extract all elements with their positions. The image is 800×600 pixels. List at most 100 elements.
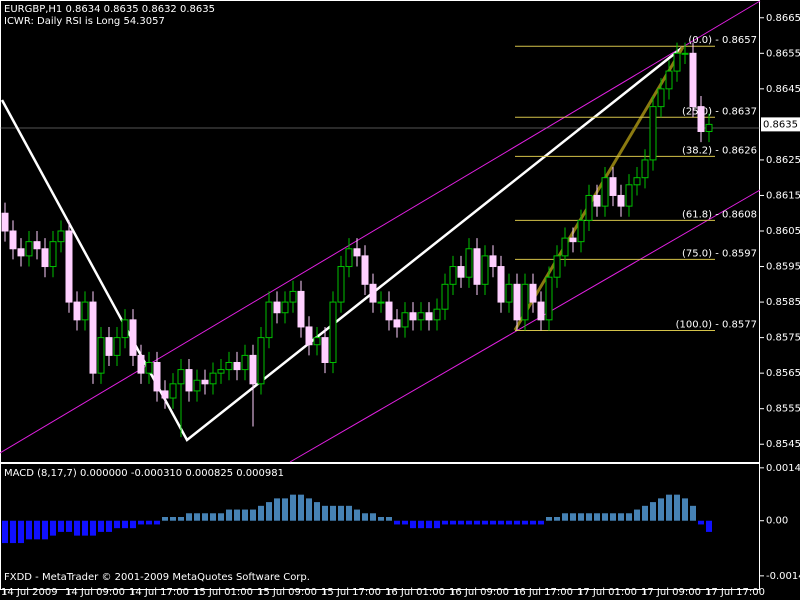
macd-bar — [98, 520, 104, 532]
y-tick-label: 0.8655 — [766, 48, 800, 59]
macd-bar — [202, 513, 208, 521]
candle-body — [673, 52, 681, 72]
candle-body — [33, 241, 41, 250]
candle-body — [289, 290, 297, 303]
macd-bar — [194, 513, 200, 521]
candle-body — [465, 248, 473, 278]
macd-bar — [482, 520, 488, 525]
y-tick-label: 0.8595 — [766, 262, 800, 273]
candle-body — [249, 354, 257, 385]
candle-body — [649, 106, 657, 161]
candle-body — [369, 283, 377, 303]
macd-bar — [266, 502, 272, 521]
candle-body — [449, 266, 457, 285]
candle-body — [305, 326, 313, 346]
fib-label: (100.0) - 0.8577 — [676, 320, 757, 331]
macd-bar — [690, 505, 696, 521]
macd-bar — [314, 502, 320, 521]
candle-body — [457, 266, 465, 278]
macd-bar — [442, 520, 448, 525]
x-tick-label: 15 Jul 01:00 — [193, 587, 253, 598]
candle-body — [137, 354, 145, 374]
candle-body — [129, 319, 137, 356]
macd-bar — [226, 509, 232, 521]
macd-bar — [106, 520, 112, 532]
macd-bar — [682, 498, 688, 521]
candle-body — [73, 301, 81, 321]
macd-bar — [658, 498, 664, 521]
y-tick-label: 0.8615 — [766, 190, 800, 201]
candle-body — [585, 194, 593, 221]
candle-body — [297, 290, 305, 328]
candle-body — [625, 184, 633, 207]
candle-body — [209, 372, 217, 385]
fib-label: (61.8) - 0.8608 — [682, 209, 757, 220]
macd-bar — [322, 505, 328, 521]
macd-bar — [386, 517, 392, 521]
macd-bar — [10, 520, 16, 544]
candle-body — [233, 361, 241, 371]
y-tick-label: 0.8555 — [766, 404, 800, 415]
candle-body — [145, 361, 153, 374]
macd-bar — [122, 520, 128, 529]
y-tick-label: 0.00142 — [766, 463, 800, 474]
y-tick-label: 0.8645 — [766, 84, 800, 95]
candle-body — [657, 88, 665, 108]
candle-body — [513, 283, 521, 321]
candle-body — [57, 230, 65, 243]
candle-body — [329, 301, 337, 363]
macd-bar — [66, 520, 72, 532]
y-tick-label: 0.8575 — [766, 333, 800, 344]
macd-bar — [634, 509, 640, 521]
candle-body — [609, 177, 617, 196]
macd-bar — [434, 520, 440, 529]
candle-body — [497, 266, 505, 303]
macd-bar — [258, 505, 264, 521]
candle-body — [321, 337, 329, 363]
macd-bar — [474, 520, 480, 525]
candle-body — [633, 177, 641, 186]
macd-bar — [42, 520, 48, 540]
candle-body — [593, 194, 601, 207]
y-tick-label: 0.8545 — [766, 439, 800, 450]
macd-bar — [82, 520, 88, 536]
candle-body — [417, 312, 425, 321]
candle-body — [257, 337, 265, 385]
macd-bar — [178, 517, 184, 521]
macd-bar — [530, 520, 536, 525]
macd-bar — [274, 498, 280, 521]
candle-body — [225, 361, 233, 371]
candle-body — [409, 312, 417, 321]
candle-body — [217, 369, 225, 374]
macd-bar — [522, 520, 528, 525]
candle-body — [313, 337, 321, 346]
macd-bar — [586, 513, 592, 521]
candle-body — [529, 283, 537, 303]
candle-body — [169, 383, 177, 399]
candle-body — [433, 308, 441, 321]
macd-bar — [146, 520, 152, 525]
y-tick-label: 0.8605 — [766, 226, 800, 237]
candle-body — [385, 301, 393, 321]
macd-bar — [298, 494, 304, 521]
candle-body — [337, 266, 345, 303]
macd-bar — [34, 520, 40, 540]
macd-bar — [554, 517, 560, 521]
macd-bar — [450, 520, 456, 525]
candle-body — [697, 106, 705, 132]
price-frame — [0, 0, 760, 463]
candle-body — [281, 301, 289, 314]
candle-body — [25, 241, 33, 257]
candle-body — [273, 301, 281, 314]
macd-bar — [18, 520, 24, 544]
macd-bar — [370, 513, 376, 521]
fib-label: (75.0) - 0.8597 — [682, 248, 757, 259]
macd-bar — [602, 513, 608, 521]
zigzag — [0, 46, 684, 442]
candle-body — [425, 312, 433, 321]
macd-bar — [346, 505, 352, 521]
candle-body — [265, 301, 273, 339]
macd-bar — [2, 520, 8, 544]
macd-bar — [338, 505, 344, 521]
